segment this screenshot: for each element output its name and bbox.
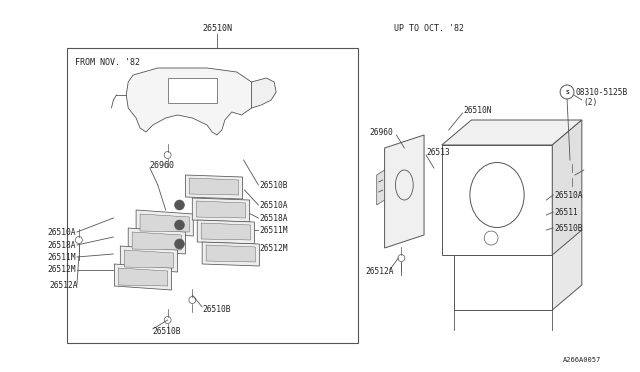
Polygon shape [186,175,243,199]
Text: 26960: 26960 [370,128,394,137]
Polygon shape [252,78,276,108]
Polygon shape [197,220,255,244]
Text: 26510B: 26510B [259,180,288,189]
Text: 26510A: 26510A [259,201,288,209]
Polygon shape [132,232,182,250]
Polygon shape [206,245,255,262]
Text: 26518A: 26518A [259,214,288,222]
Text: 26518A: 26518A [47,241,76,250]
Text: A266A0057: A266A0057 [563,357,602,363]
Text: 26960: 26960 [150,160,175,170]
Text: 08310-5125B: 08310-5125B [576,87,628,96]
Text: 26512A: 26512A [49,280,78,289]
Polygon shape [128,228,186,254]
Circle shape [175,220,184,230]
Text: 26510B: 26510B [554,224,583,232]
Text: 26510B: 26510B [202,305,230,314]
Polygon shape [442,145,552,255]
Circle shape [175,200,184,210]
Polygon shape [385,135,424,248]
Text: S: S [565,90,569,94]
Polygon shape [552,120,582,255]
Text: 26510N: 26510N [463,106,492,115]
Text: FROM NOV. '82: FROM NOV. '82 [75,58,140,67]
Text: 26513: 26513 [426,148,450,157]
Text: 26512M: 26512M [47,266,76,275]
Text: UP TO OCT. '82: UP TO OCT. '82 [394,23,465,32]
Text: 26512A: 26512A [365,267,394,276]
Text: 26511M: 26511M [47,253,76,262]
Text: (2): (2) [584,97,598,106]
Circle shape [175,239,184,249]
Polygon shape [115,264,172,290]
Polygon shape [126,68,257,135]
Polygon shape [120,246,177,272]
Polygon shape [192,198,250,222]
Bar [168,78,217,103]
Polygon shape [201,223,250,240]
Text: 26510A: 26510A [554,190,583,199]
Polygon shape [124,250,173,268]
Polygon shape [202,242,259,266]
Polygon shape [118,268,168,286]
Text: 26511M: 26511M [259,225,288,234]
Polygon shape [454,255,552,310]
Text: 26510B: 26510B [153,327,181,337]
Bar [67,48,358,343]
Text: 26512M: 26512M [259,244,288,253]
Polygon shape [189,178,239,195]
Polygon shape [136,210,193,236]
Text: 26510A: 26510A [47,228,76,237]
Text: 26510N: 26510N [202,23,232,32]
Polygon shape [454,230,582,310]
Polygon shape [196,201,246,218]
Polygon shape [442,120,582,145]
Polygon shape [377,170,385,205]
Polygon shape [140,214,189,232]
Text: 26511: 26511 [554,208,578,217]
